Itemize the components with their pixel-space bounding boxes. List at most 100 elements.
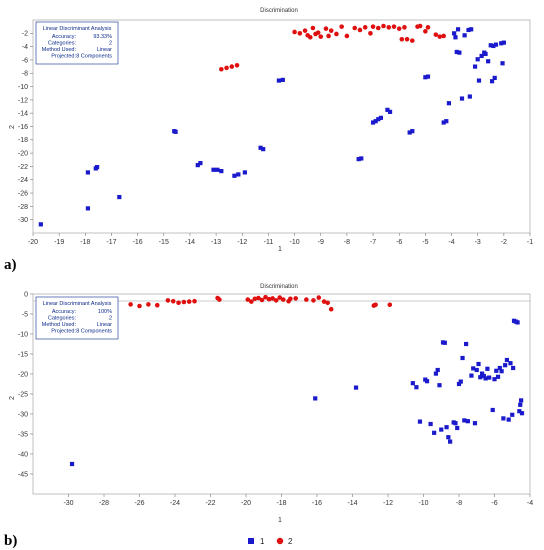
- data-point-series-2: [362, 25, 368, 30]
- data-point-series-1: [446, 435, 451, 440]
- data-point-series-1: [356, 157, 361, 162]
- data-point-series-2: [146, 302, 151, 307]
- x-tick-label: -14: [347, 500, 357, 507]
- data-point-series-1: [387, 109, 393, 114]
- data-point-series-1: [376, 117, 381, 122]
- data-point-series-2: [357, 27, 363, 33]
- data-point-series-2: [386, 25, 392, 30]
- data-point-series-1: [454, 49, 459, 55]
- data-point-series-1: [469, 373, 474, 378]
- data-point-series-2: [304, 297, 309, 302]
- data-point-series-1: [428, 421, 433, 427]
- data-point-series-2: [252, 296, 258, 302]
- y-tick-label: -25: [18, 391, 28, 398]
- panel-a-x-axis-label: 1: [278, 246, 282, 253]
- data-point-series-1: [489, 79, 495, 84]
- data-point-series-2: [373, 302, 378, 308]
- data-point-series-2: [417, 23, 423, 29]
- data-point-series-1: [424, 379, 430, 384]
- panel-b-info-key: Method Used:: [42, 322, 77, 328]
- data-point-series-1: [359, 156, 364, 161]
- y-tick-label: -24: [18, 177, 28, 184]
- panel-a-info-key: Accuracy:: [52, 34, 77, 40]
- data-point-series-2: [352, 25, 358, 31]
- panel-a-info-value: 8 Components: [76, 54, 112, 60]
- data-point-series-2: [325, 300, 330, 306]
- x-tick-label: -19: [54, 239, 64, 246]
- x-tick-label: -13: [211, 239, 221, 246]
- panel-a-info-value: 2: [109, 41, 112, 47]
- data-point-series-1: [435, 367, 440, 373]
- data-point-series-1: [486, 59, 491, 64]
- data-point-series-2: [323, 26, 329, 31]
- data-point-series-2: [370, 24, 376, 29]
- data-point-series-1: [457, 50, 462, 55]
- data-point-series-1: [433, 371, 439, 376]
- panel-b-info-value: Linear: [97, 322, 112, 328]
- data-point-series-1: [474, 367, 479, 373]
- data-point-series-1: [495, 374, 501, 379]
- data-point-series-2: [186, 299, 192, 304]
- data-point-series-2: [245, 297, 251, 302]
- y-tick-label: -2: [22, 31, 28, 38]
- y-tick-label: -15: [18, 351, 28, 358]
- data-point-series-2: [344, 33, 350, 39]
- data-point-series-2: [321, 299, 327, 304]
- data-point-series-1: [478, 375, 483, 380]
- data-point-series-1: [475, 57, 480, 62]
- x-tick-label: -20: [241, 500, 251, 507]
- data-point-series-2: [375, 25, 381, 31]
- y-tick-label: -35: [18, 431, 28, 438]
- data-point-series-1: [448, 439, 453, 444]
- data-point-series-2: [266, 296, 272, 302]
- y-tick-label: -5: [22, 311, 28, 318]
- data-point-series-1: [219, 168, 224, 174]
- data-point-series-2: [170, 298, 176, 304]
- data-point-series-1: [515, 320, 520, 325]
- legend-marker-circle: [276, 537, 284, 545]
- data-point-series-1: [508, 361, 513, 366]
- y-tick-label: -28: [18, 204, 28, 211]
- data-point-series-2: [328, 28, 334, 33]
- data-point-series-2: [310, 25, 316, 31]
- data-point-series-1: [479, 371, 485, 376]
- x-tick-label: -12: [237, 239, 247, 246]
- data-point-series-2: [128, 302, 133, 307]
- data-point-series-2: [297, 31, 303, 36]
- data-point-series-2: [307, 35, 313, 40]
- panel-b-panel-label: b): [4, 533, 17, 549]
- data-point-series-1: [211, 167, 216, 172]
- data-point-series-1: [483, 376, 488, 381]
- data-point-series-1: [471, 366, 476, 371]
- data-point-series-1: [517, 409, 522, 414]
- x-tick-label: -1: [527, 239, 533, 246]
- x-tick-label: -5: [422, 239, 428, 246]
- data-point-series-1: [459, 96, 465, 101]
- data-point-series-1: [410, 381, 415, 386]
- x-tick-label: -18: [80, 239, 90, 246]
- data-point-series-1: [69, 461, 75, 467]
- data-point-series-1: [490, 407, 495, 413]
- data-point-series-2: [263, 294, 268, 300]
- data-point-series-1: [353, 385, 359, 390]
- panel-b-info-value: 100%: [98, 309, 112, 315]
- data-point-series-1: [492, 377, 497, 382]
- panel-b-title: Discrimination: [260, 284, 298, 290]
- data-point-series-1: [460, 355, 465, 361]
- x-tick-label: -2: [501, 239, 507, 246]
- x-tick-label: -8: [456, 500, 462, 507]
- data-point-series-1: [432, 430, 437, 435]
- data-point-series-2: [277, 295, 283, 300]
- x-tick-label: -10: [290, 239, 300, 246]
- data-point-series-1: [198, 161, 203, 166]
- data-point-series-1: [425, 74, 431, 79]
- x-tick-label: -4: [527, 500, 533, 507]
- x-tick-label: -26: [134, 500, 144, 507]
- panel-b-y-axis-label: 2: [9, 396, 16, 400]
- panel-b-x-axis-label: 1: [278, 517, 282, 524]
- data-point-series-1: [378, 115, 383, 120]
- data-point-series-1: [511, 365, 516, 371]
- x-tick-label: -18: [276, 500, 286, 507]
- data-point-series-1: [446, 101, 452, 106]
